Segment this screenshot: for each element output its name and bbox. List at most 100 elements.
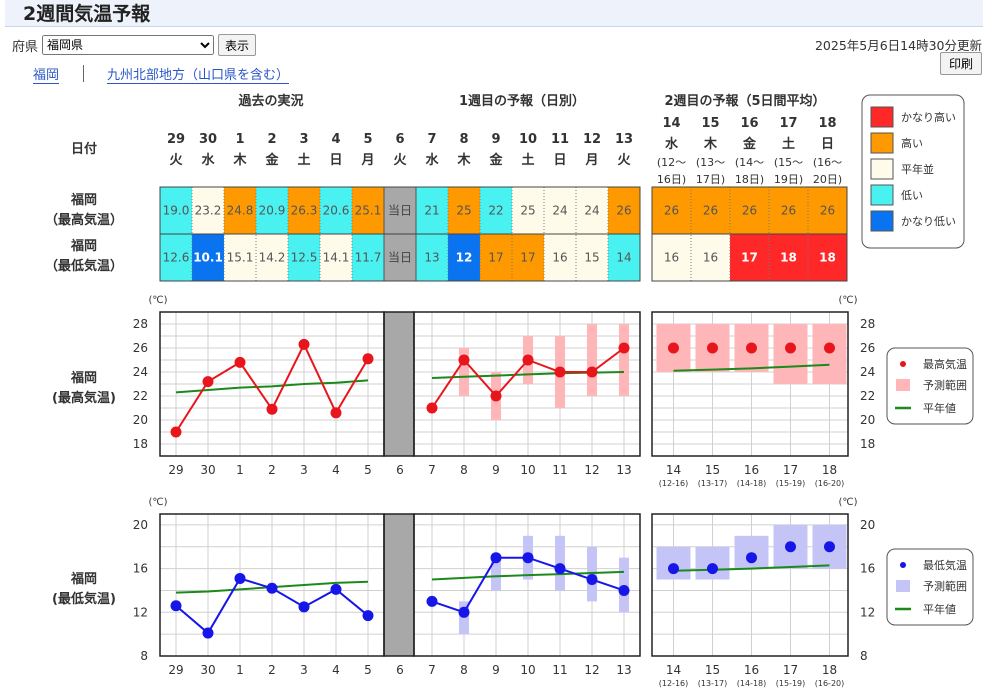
date-range: 20日)	[813, 173, 842, 186]
min-chart-xtick: 8	[460, 663, 468, 677]
max-chart-xtick: 17	[783, 463, 798, 477]
prefecture-select[interactable]: 福岡県	[42, 35, 215, 55]
min-chart-xtick: 10	[520, 663, 535, 677]
min-temp-cell	[384, 234, 416, 281]
min-chart-xtick: 15	[705, 663, 720, 677]
min-temp-value: 14.2	[259, 251, 286, 265]
max-chart-ytick: 24	[133, 365, 148, 379]
max-temp-value: 20.9	[259, 204, 286, 218]
date-range: 19日)	[774, 173, 803, 186]
max-chart-xtick: 6	[396, 463, 404, 477]
area-link-fukuoka[interactable]: 福岡	[33, 68, 60, 84]
w2-max-temp-cell	[730, 187, 769, 234]
min-chart-unit: (℃)	[838, 497, 857, 508]
min-chart-ytick: 20	[860, 518, 875, 532]
area-link-region[interactable]: 九州北部地方（山口県を含む）	[107, 68, 290, 84]
min-chart-today-bar	[384, 514, 414, 656]
max-chart-xtick: 1	[236, 463, 244, 477]
min-temp-value: 12.5	[291, 251, 318, 265]
weekday: 火	[617, 153, 631, 168]
min-chart-ytick: 12	[133, 605, 148, 619]
date-number: 13	[615, 132, 633, 147]
min-chart-temp-point	[554, 563, 566, 575]
min-chart-xtick: 4	[332, 663, 340, 677]
min-temp-cell	[576, 234, 608, 281]
class-legend-label: 高い	[901, 136, 923, 150]
w2-max-temp-value: 26	[781, 204, 796, 218]
min-chart-temp-point	[298, 601, 310, 613]
max-chart-today-bar	[384, 312, 414, 456]
class-legend-label: 低い	[901, 189, 923, 202]
weekday: 木	[232, 152, 247, 168]
max-chart-w2-temp-point	[824, 342, 835, 354]
date-range: (13～	[696, 156, 725, 169]
min-temp-cell	[512, 234, 544, 281]
min-chart-xtick: 7	[428, 663, 436, 677]
max-chart-xtick: 2	[268, 463, 276, 477]
weekday: 木	[703, 136, 718, 152]
max-chart-legend-label: 予測範囲	[923, 378, 967, 392]
min-chart-temp-point	[586, 574, 598, 586]
max-chart-temp-point	[554, 366, 566, 378]
max-chart-ytick: 26	[860, 341, 875, 355]
max-chart-xtick: 8	[460, 463, 468, 477]
date-number: 30	[199, 132, 217, 147]
weekday: 土	[297, 152, 310, 168]
max-temp-value: 25	[520, 204, 535, 218]
weekday: 月	[360, 153, 374, 168]
w2-max-temp-value: 26	[703, 204, 718, 218]
date-range: 16日)	[657, 173, 686, 186]
max-chart-ytick: 24	[860, 365, 875, 379]
max-chart-xtick: 9	[492, 463, 500, 477]
class-legend-swatch	[870, 158, 894, 180]
max-temp-value: 25.1	[355, 204, 382, 218]
max-chart-temp-point	[234, 356, 246, 368]
min-temp-cell	[352, 234, 384, 281]
min-chart-ytick: 16	[133, 562, 148, 576]
max-chart-unit: (℃)	[838, 295, 857, 306]
print-button[interactable]: 印刷	[940, 52, 982, 75]
max-temp-cell	[448, 187, 480, 234]
min-chart-xtick: 6	[396, 663, 404, 677]
max-chart-temp-point	[586, 366, 598, 378]
min-chart-xtick-sub: (15-19)	[776, 679, 806, 688]
min-chart-label: 福岡	[70, 571, 97, 587]
weekday: 月	[584, 153, 598, 168]
prefecture-label: 府県	[12, 39, 39, 55]
min-chart-w2-temp-point	[824, 541, 835, 553]
max-temp-cell	[512, 187, 544, 234]
max-chart-xtick: 10	[520, 463, 535, 477]
max-chart-xtick-sub: (16-20)	[815, 479, 845, 488]
min-temp-value: 12.6	[163, 251, 190, 265]
min-temp-value: 10.1	[193, 251, 223, 265]
weekday: 土	[521, 152, 534, 168]
min-temp-cell	[288, 234, 320, 281]
min-chart-normal-line-forecast	[431, 570, 625, 581]
max-chart-xtick: 4	[332, 463, 340, 477]
min-temp-cell	[416, 234, 448, 281]
w2-min-temp-value: 16	[703, 251, 718, 265]
title-bar: 2週間気温予報	[5, 0, 983, 27]
min-temp-value: 17	[520, 251, 535, 265]
date-number: 18	[818, 116, 836, 131]
date-number: 10	[519, 132, 537, 147]
class-legend-label: かなり高い	[901, 110, 956, 124]
min-temp-value: 14	[616, 251, 631, 265]
min-chart-legend-label: 最低気温	[923, 558, 967, 572]
min-chart-label: (最低気温)	[52, 591, 116, 607]
min-temp-value: 11.7	[355, 251, 382, 265]
min-chart-legend-label: 予測範囲	[923, 579, 967, 593]
max-chart-temp-point	[170, 426, 182, 438]
max-chart-range-bar	[587, 324, 597, 396]
date-range: 17日)	[696, 173, 725, 186]
date-number: 8	[459, 132, 468, 147]
min-chart-unit: (℃)	[148, 497, 167, 508]
weekday: 水	[425, 152, 439, 168]
show-button[interactable]: 表示	[218, 34, 257, 56]
weekday: 金	[488, 152, 503, 168]
max-chart-temp-point	[458, 354, 470, 366]
min-temp-cell	[224, 234, 256, 281]
max-temp-value: 24	[584, 204, 599, 218]
max-temp-cell	[224, 187, 256, 234]
date-number: 9	[491, 132, 500, 147]
